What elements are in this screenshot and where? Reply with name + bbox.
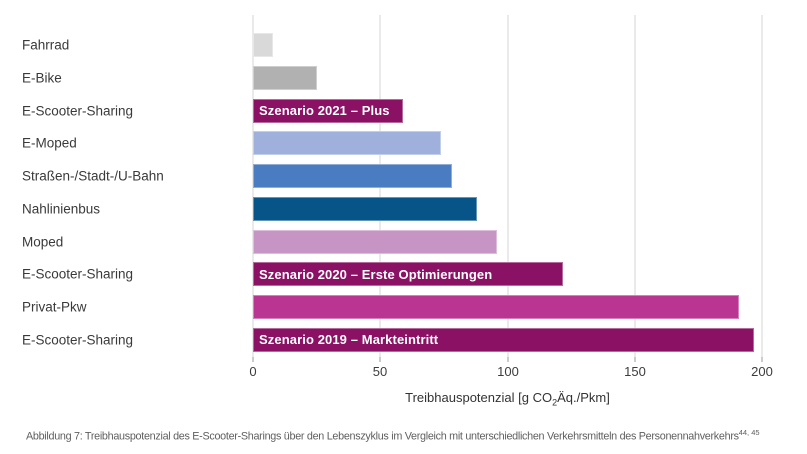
bar-6-moped — [253, 229, 498, 254]
tick-mark-x-50 — [379, 357, 381, 362]
row-label-0: Fahrrad — [22, 37, 70, 53]
row-label-3: E-Moped — [22, 135, 77, 151]
row-label-9: E-Scooter-Sharing — [22, 332, 134, 348]
plot-area: 0 50 100 150 200 Szenario 2021 – Plus Szenario… — [249, 15, 773, 379]
bar-5-nahlinienbus — [253, 196, 477, 221]
tick-mark-x-0 — [252, 357, 254, 362]
row-label-2: E-Scooter-Sharing — [22, 103, 134, 118]
figure-caption: Abbildung 7: Treibhauspotenzial des E-Sc… — [26, 428, 801, 443]
bar-8-privat-pkw — [253, 295, 740, 319]
row-label-4: Straßen-/Stadt-/U-Bahn — [22, 168, 164, 184]
bar-0-fahrrad — [253, 33, 274, 57]
x-axis-title-subscript: 2 — [552, 397, 558, 408]
x-axis-title: Treibhauspotenzial [g CO2Äq./Pkm] — [253, 390, 762, 408]
figure-caption-footnote-refs: 44, 45 — [738, 428, 760, 437]
x-axis-title-unit: Äq./Pkm] — [557, 390, 610, 405]
bar-3-e-moped — [253, 131, 442, 156]
x-axis-title-text: Treibhauspotenzial [g CO — [405, 390, 553, 405]
tick-label-x-100: 100 — [497, 364, 519, 379]
bar-inner-label: Szenario 2021 – Plus — [259, 103, 390, 118]
tick-label-x-150: 150 — [624, 364, 646, 379]
row-label-7: E-Scooter-Sharing — [22, 266, 134, 282]
row-label-6: Moped — [22, 234, 64, 249]
bar-4-stra-en-stadt-u-bahn — [253, 164, 452, 188]
tick-label-x-0: 0 — [249, 364, 257, 379]
row-label-8: Privat-Pkw — [22, 299, 87, 315]
bar-inner-label: Szenario 2019 – Markteintritt — [259, 332, 439, 348]
figure-caption-text: Abbildung 7: Treibhauspotenzial des E-Sc… — [26, 430, 739, 443]
gridline-x-200 — [761, 15, 763, 357]
tick-mark-x-200 — [761, 357, 763, 362]
bar-9-e-scooter-sharing: Szenario 2019 – Markteintritt — [253, 327, 755, 352]
bar-1-e-bike — [253, 65, 317, 90]
tick-mark-x-150 — [634, 357, 636, 362]
tick-mark-x-100 — [507, 357, 509, 362]
gridline-x-100 — [507, 15, 509, 357]
bar-7-e-scooter-sharing: Szenario 2020 – Erste Optimierungen — [253, 262, 564, 287]
tick-label-x-50: 50 — [372, 364, 388, 379]
tick-label-x-200: 200 — [751, 364, 773, 379]
gridline-x-150 — [634, 15, 636, 357]
row-label-1: E-Bike — [22, 70, 62, 86]
bar-2-e-scooter-sharing: Szenario 2021 – Plus — [253, 98, 404, 123]
row-label-5: Nahlinienbus — [22, 201, 101, 217]
bar-inner-label: Szenario 2020 – Erste Optimierungen — [259, 266, 493, 282]
